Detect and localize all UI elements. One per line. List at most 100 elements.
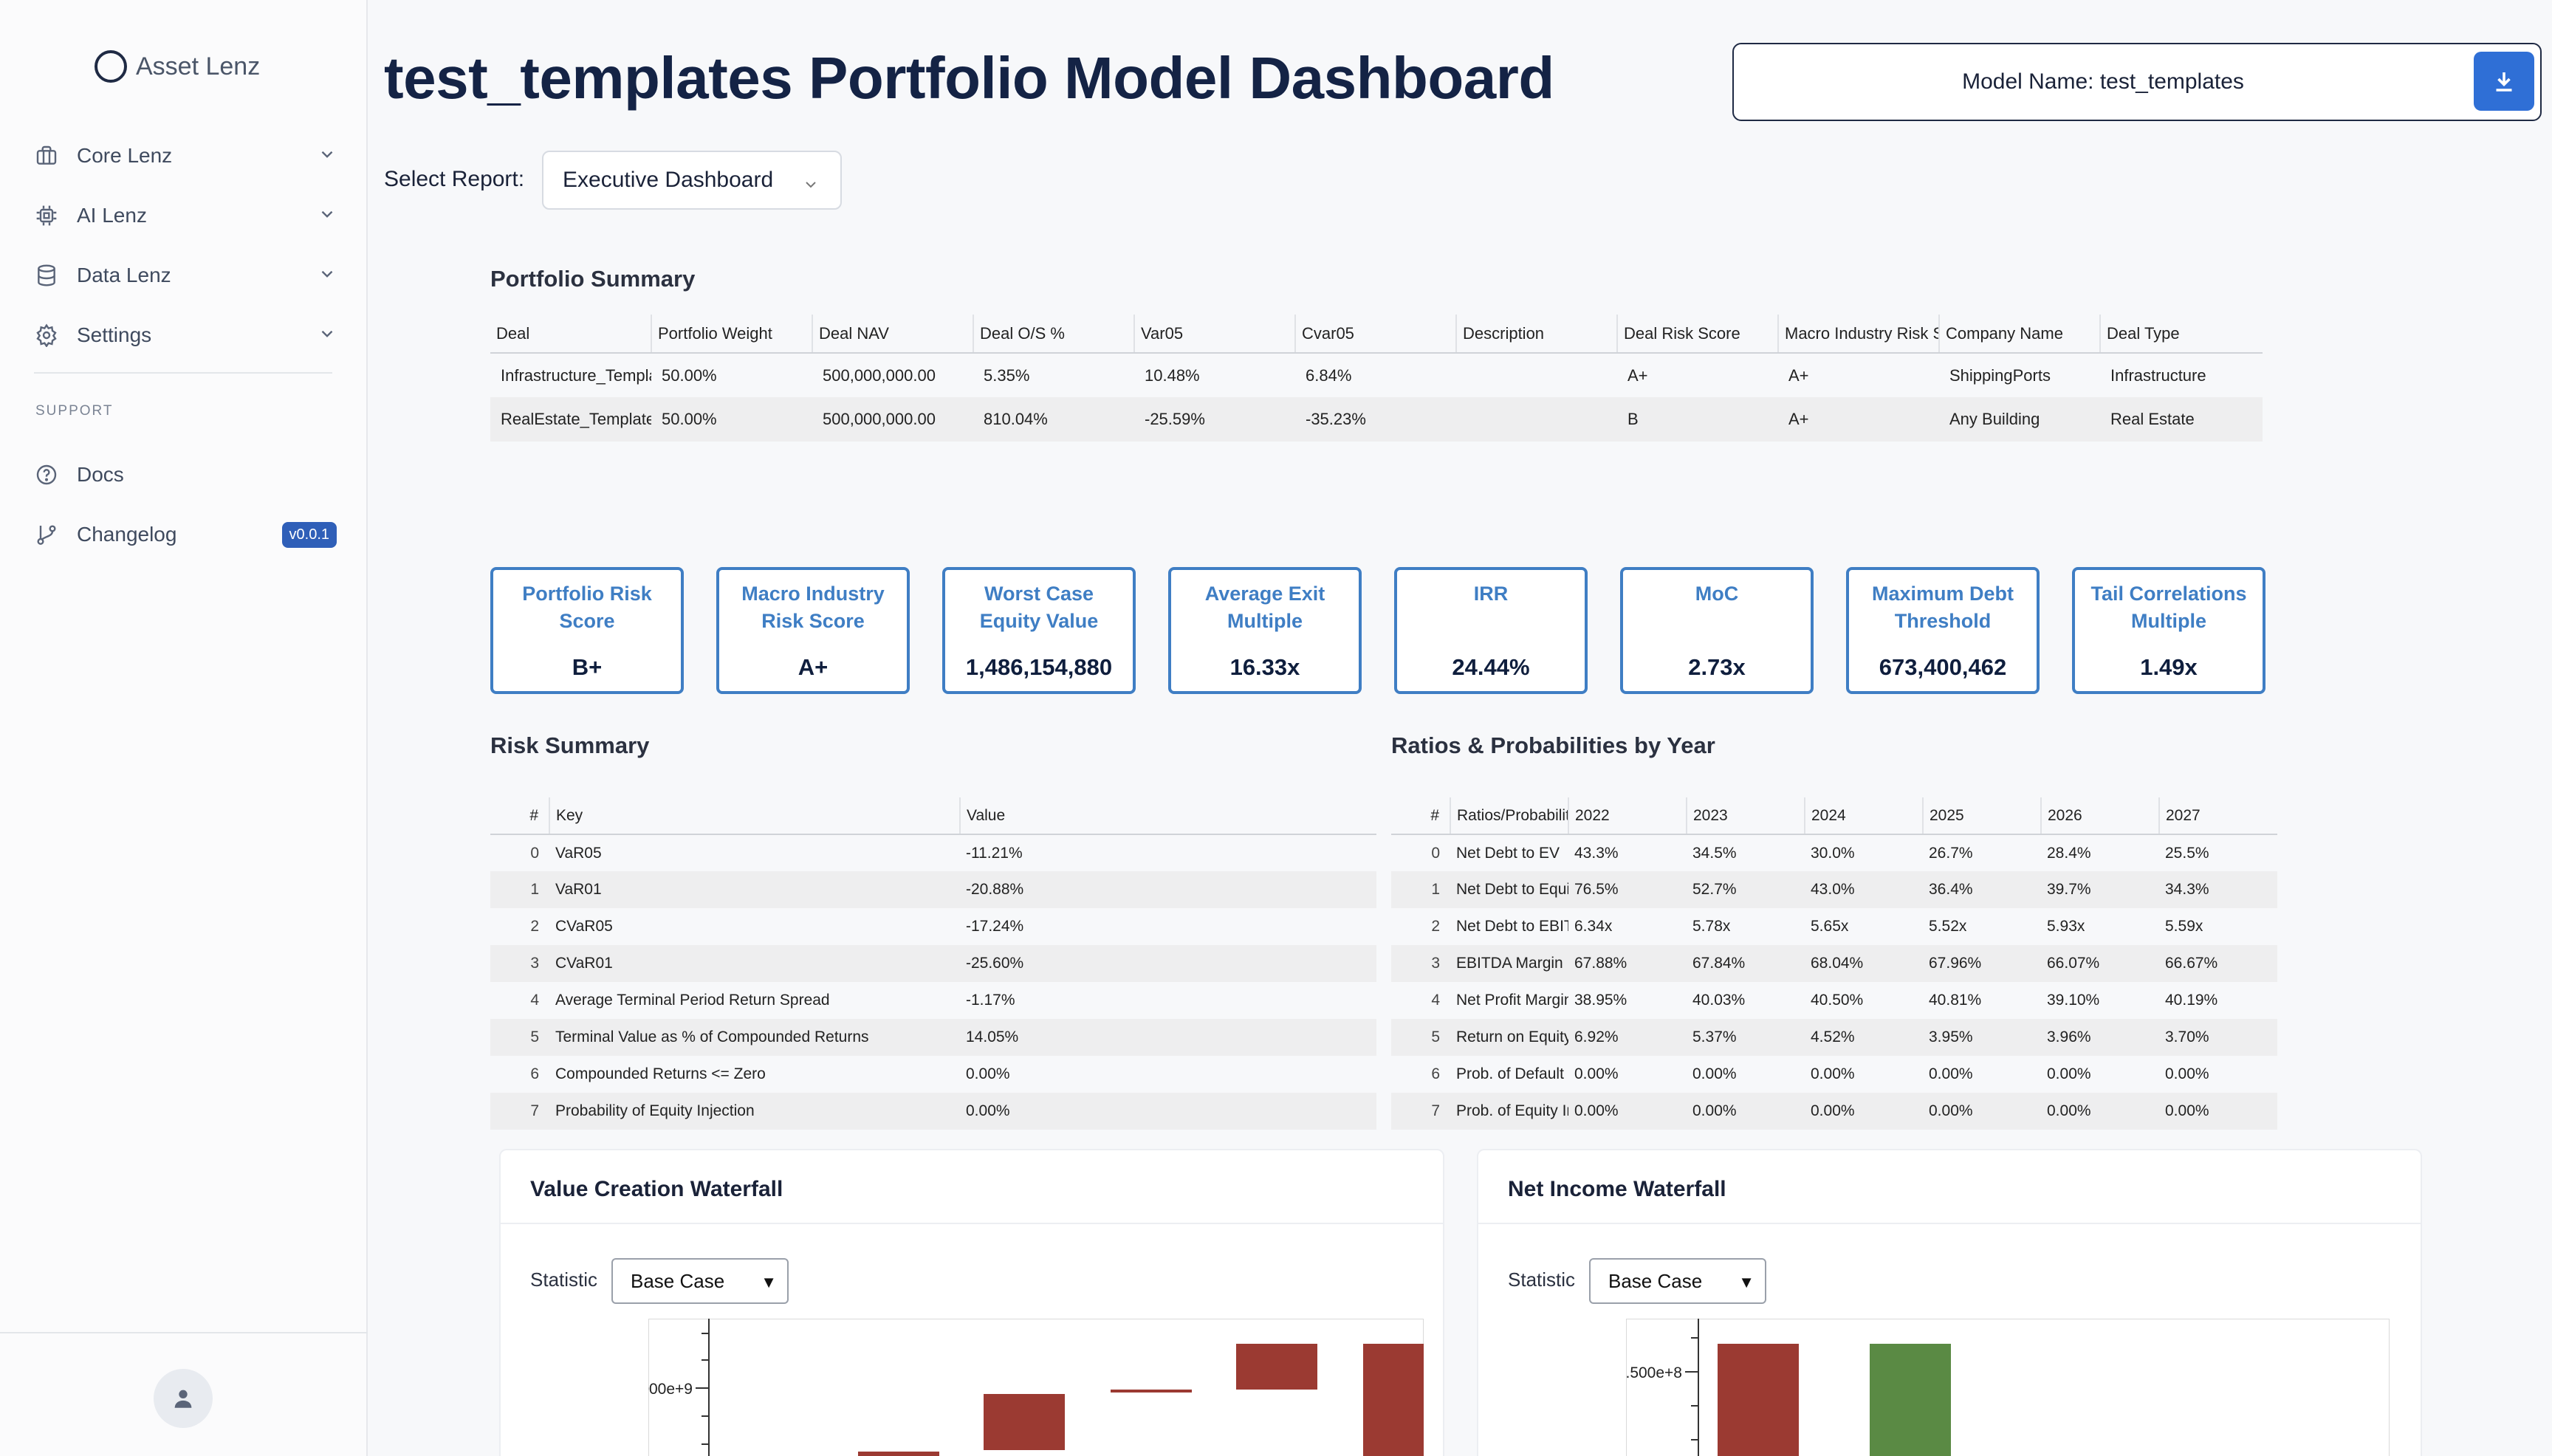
app-name: Asset Lenz [136,52,261,80]
column-header[interactable]: Cvar05 [1295,315,1457,354]
caret-down-icon: ▼ [1738,1273,1754,1291]
table-cell: -35.23% [1295,397,1456,442]
table-cell: 40.50% [1811,992,1864,1009]
user-icon [174,1390,192,1408]
column-header[interactable]: Value [960,797,1376,835]
column-header[interactable]: 2027 [2159,797,2277,835]
table-cell: 66.67% [2159,945,2277,982]
sidebar-item-docs[interactable]: Docs [34,444,337,504]
table-row[interactable]: 2 Net Debt to EBITDA 6.34x 5.78x 5.65x 5.52x 5… [1391,908,2277,945]
waterfall-bar [1870,1344,1951,1456]
support-nav: Docs Changelog v0.0.1 [34,444,337,564]
column-header[interactable]: Deal Risk Score [1617,315,1779,354]
table-cell: Any Building [1939,397,2100,442]
table-cell: Return on Equity [1450,1019,1568,1056]
table-row[interactable]: 3 EBITDA Margin 67.88% 67.84% 68.04% 67.96% 66… [1391,945,2277,982]
column-header[interactable]: Company Name [1939,315,2101,354]
column-header[interactable]: Var05 [1134,315,1296,354]
table-header-row: # Key Value [490,797,1376,835]
table-row[interactable]: 2 CVaR05 -17.24% [490,908,1376,945]
row-index: 3 [490,945,549,982]
column-header[interactable]: Portfolio Weight [651,315,813,354]
statistic-select[interactable]: Base Case ▼ [1589,1258,1766,1304]
sidebar: Asset Lenz Core Lenz AI Lenz Data Lenz [0,0,368,1456]
sidebar-item-changelog[interactable]: Changelog v0.0.1 [34,504,337,564]
table-cell: -17.24% [966,918,1024,935]
kpi-card-moc: MoC 2.73x [1620,567,1814,694]
table-row[interactable]: 0 VaR05 -11.21% [490,834,1376,871]
table-row[interactable]: 4 Net Profit Margin 38.95% 40.03% 40.50% 40.8… [1391,982,2277,1019]
statistic-label: Statistic [1508,1268,1576,1291]
kpi-value: 16.33x [1229,654,1300,680]
sidebar-item-label: AI Lenz [77,203,147,227]
table-row[interactable]: 1 VaR01 -20.88% [490,871,1376,908]
table-cell: VaR01 [549,871,960,908]
kpi-card-average-exit-multiple: Average Exit Multiple 16.33x [1168,567,1362,694]
download-button[interactable] [2474,52,2534,111]
table-row[interactable]: 6 Compounded Returns <= Zero 0.00% [490,1056,1376,1093]
column-header[interactable]: # [490,797,550,835]
sidebar-bottom-divider [0,1332,368,1333]
table-cell: 500,000,000.00 [812,397,973,442]
column-header[interactable]: Deal Type [2100,315,2263,354]
sidebar-item-ai-lenz[interactable]: AI Lenz [34,185,337,245]
column-header[interactable]: 2024 [1805,797,1924,835]
avatar[interactable] [154,1369,213,1428]
column-header[interactable]: Key [549,797,961,835]
net-income-card: Net Income Waterfall Statistic Base Case… [1477,1149,2422,1456]
waterfall-bar [1111,1390,1192,1393]
version-badge: v0.0.1 [281,522,337,548]
waterfall-bar [984,1394,1065,1450]
report-select[interactable]: Executive Dashboard [542,151,842,210]
column-header[interactable]: Deal NAV [812,315,974,354]
column-header[interactable]: 2022 [1568,797,1687,835]
ratios-table: # Ratios/Probabilities 2022 2023 2024 20… [1391,797,2277,1130]
column-header[interactable]: 2023 [1687,797,1805,835]
table-cell: 43.3% [1574,844,1619,862]
table-cell: Infrastructure [2110,365,2206,385]
table-cell: 25.5% [2165,844,2209,862]
download-icon [2496,72,2512,92]
column-header[interactable]: 2025 [1923,797,2042,835]
app-logo[interactable]: Asset Lenz [95,50,260,83]
kpi-card-tail-correlations-multiple: Tail Correlations Multiple 1.49x [2072,567,2265,694]
cpu-icon [34,203,59,228]
sidebar-item-data-lenz[interactable]: Data Lenz [34,245,337,305]
sidebar-item-settings[interactable]: Settings [34,305,337,365]
table-row[interactable]: 6 Prob. of Default 0.00% 0.00% 0.00% 0.00% 0.0… [1391,1056,2277,1093]
table-row[interactable]: Infrastructure_Template 50.00% 500,000,0… [490,353,2263,397]
column-header[interactable]: 2026 [2041,797,2160,835]
column-header[interactable]: Ratios/Probabilities [1450,797,1569,835]
column-header[interactable]: Description [1456,315,1618,354]
table-row[interactable]: 7 Probability of Equity Injection 0.00% [490,1093,1376,1130]
table-row[interactable]: 5 Terminal Value as % of Compounded Retur… [490,1019,1376,1056]
table-row[interactable]: 3 CVaR01 -25.60% [490,945,1376,982]
sidebar-item-label: Core Lenz [77,143,173,167]
logo-circle-icon [95,50,127,83]
y-ticks [696,1333,709,1445]
table-cell: 0.00% [960,1093,1376,1130]
table-cell: ShippingPorts [1949,365,2051,385]
table-cell: 5.78x [1692,918,1731,935]
row-index: 1 [490,871,549,908]
column-header[interactable]: # [1391,797,1451,835]
kpi-label: Maximum Debt Threshold [1871,583,2014,632]
sidebar-item-label: Settings [77,323,152,346]
table-row[interactable]: RealEstate_Template 50.00% 500,000,000.0… [490,397,2263,442]
statistic-select[interactable]: Base Case ▼ [611,1258,789,1304]
table-row[interactable]: 4 Average Terminal Period Return Spread -1… [490,982,1376,1019]
sidebar-item-core-lenz[interactable]: Core Lenz [34,126,337,185]
column-header[interactable]: Deal O/S % [973,315,1135,354]
statistic-label: Statistic [530,1268,598,1291]
sidebar-divider [34,372,332,374]
table-cell: 0.00% [2165,1065,2209,1082]
table-row[interactable]: 5 Return on Equity 6.92% 5.37% 4.52% 3.95% 3.9… [1391,1019,2277,1056]
table-cell: -25.59% [1134,397,1295,442]
table-row[interactable]: 0 Net Debt to EV 43.3% 34.5% 30.0% 26.7% 28.4%… [1391,834,2277,871]
column-header[interactable]: Deal [490,315,652,354]
column-header[interactable]: Macro Industry Risk Score [1778,315,1940,354]
card-divider [1478,1223,2421,1224]
statistic-select-value: Base Case [631,1269,725,1292]
